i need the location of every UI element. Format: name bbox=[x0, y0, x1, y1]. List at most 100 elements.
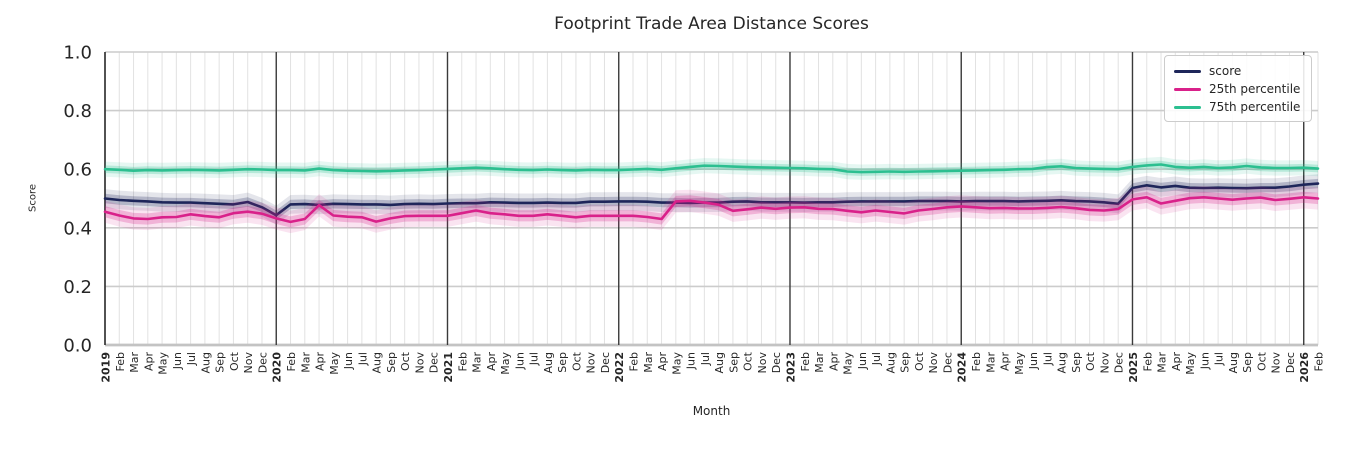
svg-text:Sep: Sep bbox=[1070, 352, 1083, 373]
svg-text:Mar: Mar bbox=[813, 352, 826, 373]
svg-text:May: May bbox=[328, 352, 341, 375]
svg-text:Jun: Jun bbox=[1027, 352, 1040, 370]
svg-text:Aug: Aug bbox=[371, 352, 384, 373]
svg-text:Apr: Apr bbox=[485, 352, 498, 372]
svg-text:Feb: Feb bbox=[285, 352, 298, 371]
svg-text:Sep: Sep bbox=[1241, 352, 1254, 373]
svg-text:0.6: 0.6 bbox=[63, 160, 92, 181]
legend-label-75th-percentile: 75th percentile bbox=[1209, 100, 1301, 114]
svg-text:Sep: Sep bbox=[385, 352, 398, 373]
svg-text:Jun: Jun bbox=[513, 352, 526, 370]
svg-text:Nov: Nov bbox=[756, 352, 769, 374]
svg-text:Jul: Jul bbox=[185, 352, 198, 366]
x-tick-labels: 2019 Feb Mar Apr May Jun Jul Aug Sep Oct Nov Dec 202… bbox=[100, 351, 1326, 382]
svg-text:Jul: Jul bbox=[356, 352, 369, 366]
svg-text:Dec: Dec bbox=[256, 352, 269, 373]
svg-text:Jul: Jul bbox=[870, 352, 883, 366]
svg-text:Oct: Oct bbox=[1084, 351, 1097, 371]
svg-text:Oct: Oct bbox=[742, 351, 755, 371]
svg-text:0.0: 0.0 bbox=[63, 336, 92, 357]
x-axis-label: Month bbox=[692, 404, 731, 418]
svg-text:Jun: Jun bbox=[171, 352, 184, 370]
svg-text:Aug: Aug bbox=[542, 352, 555, 373]
svg-text:0.8: 0.8 bbox=[63, 101, 92, 122]
svg-text:Feb: Feb bbox=[799, 352, 812, 371]
svg-text:Aug: Aug bbox=[713, 352, 726, 373]
svg-text:Mar: Mar bbox=[128, 352, 141, 373]
svg-text:Jun: Jun bbox=[685, 352, 698, 370]
svg-text:May: May bbox=[499, 352, 512, 375]
svg-text:1.0: 1.0 bbox=[63, 43, 92, 64]
svg-text:Feb: Feb bbox=[1141, 352, 1154, 371]
svg-text:Oct: Oct bbox=[399, 351, 412, 371]
svg-text:Aug: Aug bbox=[1056, 352, 1069, 373]
svg-text:Dec: Dec bbox=[1284, 352, 1297, 373]
svg-text:Aug: Aug bbox=[199, 352, 212, 373]
svg-text:Dec: Dec bbox=[599, 352, 612, 373]
chart-title: Footprint Trade Area Distance Scores bbox=[554, 14, 869, 34]
svg-text:Sep: Sep bbox=[727, 352, 740, 373]
svg-text:Dec: Dec bbox=[1113, 352, 1126, 373]
svg-text:Apr: Apr bbox=[827, 352, 840, 372]
svg-text:Mar: Mar bbox=[1156, 352, 1169, 373]
svg-text:May: May bbox=[1184, 352, 1197, 375]
svg-text:Feb: Feb bbox=[628, 352, 641, 371]
legend: score 25th percentile 75th percentile bbox=[1164, 55, 1312, 122]
svg-text:Oct: Oct bbox=[1255, 351, 1268, 371]
legend-swatch-score-icon bbox=[1174, 69, 1201, 73]
band-inner-25th-percentile bbox=[105, 191, 1318, 228]
svg-text:Jul: Jul bbox=[528, 352, 541, 366]
svg-text:Nov: Nov bbox=[1098, 352, 1111, 374]
svg-text:Nov: Nov bbox=[927, 352, 940, 374]
line-25th-percentile bbox=[103, 196, 1320, 224]
svg-text:Oct: Oct bbox=[228, 351, 241, 371]
y-axis-label: Score bbox=[27, 183, 39, 213]
svg-text:Apr: Apr bbox=[314, 352, 327, 372]
svg-text:Apr: Apr bbox=[999, 352, 1012, 372]
band-outer-75th-percentile bbox=[105, 156, 1318, 180]
svg-text:2022: 2022 bbox=[613, 352, 626, 383]
svg-text:2020: 2020 bbox=[271, 352, 284, 383]
svg-text:0.4: 0.4 bbox=[63, 218, 92, 239]
svg-text:Feb: Feb bbox=[970, 352, 983, 371]
svg-text:Feb: Feb bbox=[1313, 352, 1326, 371]
svg-text:Nov: Nov bbox=[585, 352, 598, 374]
svg-text:Apr: Apr bbox=[142, 352, 155, 372]
legend-swatch-25th-percentile-icon bbox=[1174, 87, 1201, 91]
svg-text:Dec: Dec bbox=[941, 352, 954, 373]
svg-text:Nov: Nov bbox=[1270, 352, 1283, 374]
svg-text:2025: 2025 bbox=[1127, 352, 1140, 383]
svg-text:2023: 2023 bbox=[784, 352, 797, 383]
svg-text:Jul: Jul bbox=[1041, 352, 1054, 366]
svg-text:Aug: Aug bbox=[1227, 352, 1240, 373]
band-inner-75th-percentile bbox=[105, 160, 1318, 176]
svg-text:Dec: Dec bbox=[428, 352, 441, 373]
svg-text:May: May bbox=[157, 352, 170, 375]
svg-text:Dec: Dec bbox=[770, 352, 783, 373]
legend-item-75th-percentile: 75th percentile bbox=[1174, 99, 1302, 115]
svg-text:Mar: Mar bbox=[299, 352, 312, 373]
svg-text:2026: 2026 bbox=[1298, 352, 1311, 383]
svg-text:May: May bbox=[842, 352, 855, 375]
legend-item-25th-percentile: 25th percentile bbox=[1174, 81, 1302, 97]
svg-text:Nov: Nov bbox=[242, 352, 255, 374]
band-outer-25th-percentile bbox=[105, 186, 1318, 234]
svg-text:Mar: Mar bbox=[642, 352, 655, 373]
svg-text:Apr: Apr bbox=[1170, 352, 1183, 372]
legend-item-score: score bbox=[1174, 63, 1302, 79]
svg-text:Feb: Feb bbox=[114, 352, 127, 371]
svg-text:Jun: Jun bbox=[342, 352, 355, 370]
svg-text:Mar: Mar bbox=[984, 352, 997, 373]
svg-text:May: May bbox=[1013, 352, 1026, 375]
legend-label-score: score bbox=[1209, 64, 1242, 78]
legend-swatch-75th-percentile-icon bbox=[1174, 105, 1201, 109]
svg-text:Mar: Mar bbox=[471, 352, 484, 373]
svg-text:Jul: Jul bbox=[699, 352, 712, 366]
svg-text:Sep: Sep bbox=[556, 352, 569, 373]
svg-text:2019: 2019 bbox=[100, 352, 113, 383]
svg-text:Feb: Feb bbox=[456, 352, 469, 371]
svg-text:Nov: Nov bbox=[413, 352, 426, 374]
svg-text:0.2: 0.2 bbox=[63, 277, 92, 298]
